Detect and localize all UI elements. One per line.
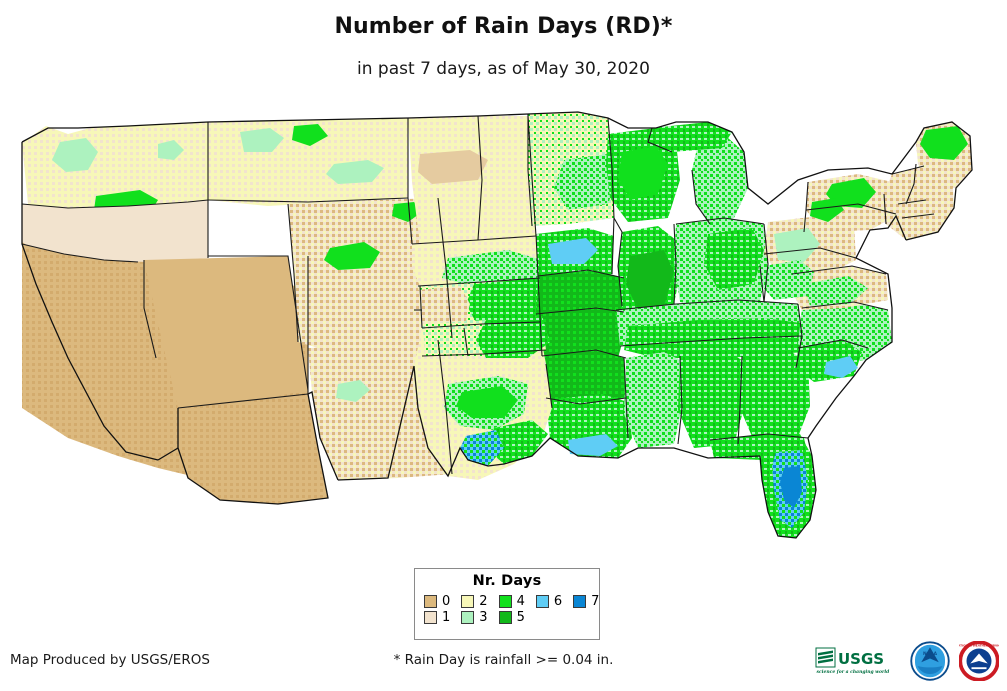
legend-item-2: 2	[461, 594, 493, 609]
cell-colorado-green	[324, 242, 380, 270]
legend-row-even: 0 2 4 6 7	[424, 594, 599, 609]
cell-ny-adirondack	[826, 178, 876, 208]
legend-swatch-0	[424, 595, 437, 608]
cell-montana-green-b	[292, 124, 328, 146]
rain-day-footnote: * Rain Day is rainfall >= 0.04 in.	[393, 652, 614, 668]
cell-colorado-green-b	[392, 202, 422, 222]
cell-ny-green-b	[810, 198, 844, 222]
us-rain-days-map	[8, 108, 998, 558]
usgs-wave-mark	[815, 647, 836, 668]
rain-days-raster	[22, 112, 972, 538]
cell-wisconsin-deep	[618, 146, 668, 200]
cell-california	[22, 244, 180, 460]
noaa-logo: NOAA	[910, 641, 950, 681]
legend-item-4: 4	[498, 594, 531, 609]
legend-row-odd: 1 3 5	[424, 610, 599, 625]
usgs-wordmark: USGS	[838, 650, 884, 668]
cell-texas-panhandle	[414, 286, 470, 330]
cell-pnw-green-c	[158, 140, 184, 160]
legend-item-6: 6	[535, 594, 568, 609]
cell-great-basin	[144, 256, 308, 408]
legend-swatch-5	[498, 611, 512, 624]
usgs-logo: USGS science for a changing world	[815, 647, 891, 675]
map-legend: Nr. Days 0 2 4 6	[414, 568, 600, 640]
legend-label-1: 1	[442, 610, 451, 625]
cell-illinois-deep	[626, 250, 674, 310]
cell-oregon	[22, 200, 208, 262]
cell-arkansas	[542, 350, 626, 404]
legend-swatch-1	[424, 611, 437, 624]
legend-item-3: 3	[461, 610, 493, 625]
cell-mississippi	[624, 352, 682, 448]
cell-dakota-tan	[418, 150, 488, 184]
map-credit: Map Produced by USGS/EROS	[10, 652, 210, 668]
cell-minnesota-green	[554, 154, 620, 210]
legend-rows: 0 2 4 6 7	[415, 594, 599, 625]
nws-bar	[971, 667, 987, 670]
page-title: Number of Rain Days (RD)*	[334, 14, 673, 39]
cell-west-virginia	[760, 260, 814, 300]
legend-label-5: 5	[516, 610, 525, 625]
agency-logos: USGS science for a changing world NOAA N…	[815, 636, 999, 686]
legend-label-7: 7	[591, 594, 600, 609]
nws-logo: NATIONAL WEATHER SERVICE	[959, 641, 999, 681]
cell-missouri	[536, 270, 628, 364]
nws-arrow	[970, 653, 988, 664]
cell-alabama	[678, 350, 744, 448]
cell-pa-green	[774, 228, 820, 262]
cell-georgia	[740, 350, 810, 446]
cell-montana-green-c	[326, 160, 384, 184]
legend-label-6: 6	[553, 594, 563, 609]
cell-southwest-desert	[178, 394, 328, 504]
cell-maine-green	[920, 126, 968, 160]
cell-ohio-green	[704, 228, 764, 290]
cell-texas-green-deep	[456, 386, 518, 418]
legend-swatch-3	[461, 611, 475, 624]
page-subtitle: in past 7 days, as of May 30, 2020	[357, 59, 650, 79]
legend-title: Nr. Days	[472, 573, 542, 589]
legend-swatch-2	[461, 595, 475, 608]
cell-louisiana-blue	[568, 434, 618, 456]
legend-item-0: 0	[424, 594, 456, 609]
noaa-bird	[921, 647, 939, 663]
map-svg	[21, 111, 973, 539]
cell-carolina-blue	[824, 356, 858, 378]
cell-tennessee-green	[624, 318, 808, 358]
legend-label-2: 2	[479, 594, 488, 609]
legend-swatch-4	[498, 595, 512, 608]
cell-nebraska-green	[442, 250, 542, 288]
legend-swatch-7	[573, 595, 587, 608]
legend-label-3: 3	[479, 610, 488, 625]
legend-item-1: 1	[424, 610, 456, 625]
national-outline	[21, 111, 973, 539]
noaa-wave	[917, 666, 943, 675]
cell-texas-coast	[488, 420, 548, 464]
cell-nm-green	[336, 380, 370, 402]
cell-montana-green-a	[240, 128, 284, 152]
cell-oklahoma-green	[476, 316, 550, 358]
cell-virginia-green	[804, 276, 868, 306]
cell-south-texas-blue	[460, 430, 504, 466]
legend-item-7: 7	[573, 594, 605, 609]
cell-pnw-green-a	[52, 138, 98, 172]
cell-michigan	[692, 138, 748, 224]
legend-swatch-6	[535, 595, 549, 608]
nws-wordmark: NATIONAL WEATHER SERVICE	[959, 644, 999, 648]
cell-iowa-blue	[548, 238, 598, 264]
state-boundaries	[21, 114, 935, 475]
usgs-tagline: science for a changing world	[817, 669, 891, 675]
legend-item-5: 5	[498, 610, 531, 625]
noaa-wordmark: NOAA	[923, 651, 938, 657]
cell-kansas-green	[466, 278, 548, 326]
cell-florida-deepblue	[780, 466, 802, 508]
legend-label-4: 4	[516, 594, 525, 609]
cell-michigan-upper	[648, 122, 732, 152]
legend-label-0: 0	[442, 594, 451, 609]
